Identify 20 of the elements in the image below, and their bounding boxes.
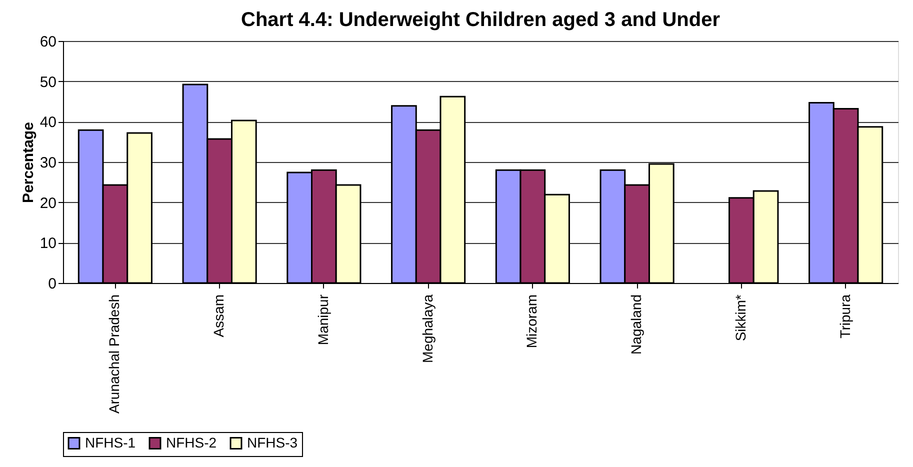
x-tick-label: Sikkim* — [732, 294, 748, 342]
y-tick-label: 60 — [40, 34, 56, 50]
legend-label: NFHS-1 — [85, 434, 136, 450]
y-tick-label: 20 — [40, 194, 56, 212]
y-tick-label: 40 — [40, 114, 56, 132]
x-tick-label: Manipur — [314, 294, 331, 346]
legend-label: NFHS-2 — [166, 434, 217, 450]
y-tick-label: 10 — [40, 235, 56, 252]
legend-label: NFHS-3 — [247, 434, 298, 450]
y-axis-title: Percentage — [20, 122, 37, 203]
x-tick-label: Mizoram — [524, 294, 540, 348]
x-tick-label: Tripura — [836, 294, 853, 338]
y-tick-label: 0 — [48, 276, 56, 292]
x-tick-label: Nagaland — [628, 294, 644, 354]
y-tick-label: 30 — [40, 154, 56, 172]
x-tick-label: Assam — [210, 294, 227, 338]
chart-title: Chart 4.4: Underweight Children aged 3 and Under — [241, 9, 720, 31]
x-tick-label: Arunachal Pradesh — [106, 294, 122, 414]
y-tick-label: 50 — [40, 74, 56, 91]
x-tick-label: Meghalaya — [419, 294, 436, 363]
